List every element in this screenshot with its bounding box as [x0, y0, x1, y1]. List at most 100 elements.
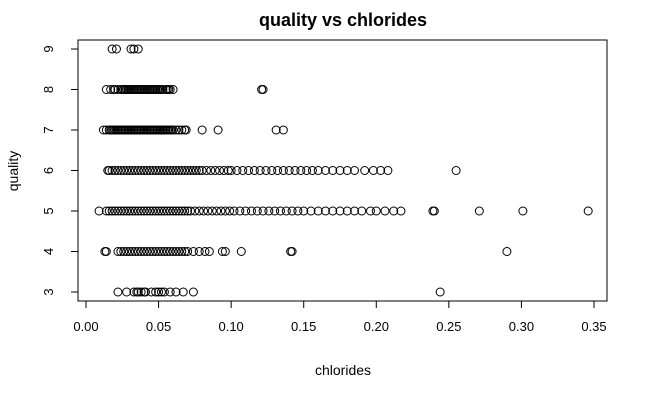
data-point	[113, 247, 123, 256]
data-point	[156, 166, 166, 175]
data-point	[335, 166, 345, 175]
data-point	[342, 206, 352, 216]
data-point	[148, 166, 158, 175]
chart-title: quality vs chlorides	[259, 10, 427, 30]
data-point	[213, 125, 223, 135]
data-point	[223, 166, 233, 175]
data-point	[249, 166, 259, 175]
data-point	[148, 206, 158, 216]
data-point	[357, 206, 367, 216]
data-point	[389, 206, 399, 216]
data-point	[287, 206, 297, 216]
data-point	[113, 287, 123, 297]
data-point	[216, 206, 226, 216]
data-point	[101, 125, 111, 135]
data-point	[171, 166, 181, 175]
data-point	[110, 85, 120, 94]
data-point	[171, 206, 181, 216]
y-tick-label: 6	[41, 167, 56, 174]
data-point	[383, 166, 393, 175]
data-point	[111, 44, 121, 54]
data-point	[133, 287, 143, 297]
data-point	[180, 247, 190, 256]
data-point	[306, 206, 316, 216]
data-point	[145, 247, 155, 256]
data-point	[435, 287, 445, 297]
data-point	[219, 166, 229, 175]
data-point	[217, 247, 227, 256]
data-point	[151, 287, 161, 297]
data-point	[180, 206, 190, 216]
data-point	[275, 206, 285, 216]
data-point	[156, 247, 166, 256]
data-point	[158, 85, 168, 94]
y-tick-label: 9	[41, 45, 56, 52]
data-point	[225, 206, 235, 216]
data-point	[113, 85, 123, 94]
data-point	[130, 166, 140, 175]
data-point	[119, 206, 129, 216]
data-point	[328, 166, 338, 175]
data-point	[151, 206, 161, 216]
data-point	[186, 166, 196, 175]
data-point	[335, 206, 345, 216]
data-point	[258, 85, 268, 94]
data-point	[371, 206, 381, 216]
data-point	[94, 206, 104, 216]
data-point	[113, 166, 123, 175]
y-tick-label: 3	[41, 288, 56, 295]
x-tick-label: 0.35	[581, 319, 606, 334]
data-point	[148, 247, 158, 256]
data-point	[165, 287, 175, 297]
data-point	[104, 166, 114, 175]
data-point	[125, 247, 135, 256]
data-point	[307, 166, 317, 175]
data-point	[183, 206, 193, 216]
data-point	[255, 166, 265, 175]
data-point	[174, 247, 184, 256]
data-point	[186, 206, 196, 216]
data-point	[350, 206, 360, 216]
data-point	[183, 166, 193, 175]
data-point	[271, 125, 281, 135]
data-point	[122, 287, 132, 297]
y-axis: 3 4 5 6 7 8 9	[41, 45, 78, 296]
data-point	[451, 166, 461, 175]
data-point	[139, 206, 149, 216]
data-point	[139, 247, 149, 256]
data-point	[125, 206, 135, 216]
data-point	[165, 85, 175, 94]
data-point	[396, 206, 406, 216]
data-point	[368, 166, 378, 175]
data-point	[151, 166, 161, 175]
data-point	[583, 206, 593, 216]
data-point	[177, 206, 187, 216]
data-point	[136, 166, 146, 175]
data-point	[177, 247, 187, 256]
data-point	[116, 206, 126, 216]
data-point	[183, 247, 193, 256]
data-point	[159, 287, 169, 297]
y-tick-label: 8	[41, 86, 56, 93]
data-point	[136, 287, 146, 297]
data-point	[139, 166, 149, 175]
data-point	[365, 206, 375, 216]
data-point	[168, 166, 178, 175]
data-point	[180, 166, 190, 175]
data-point	[107, 206, 117, 216]
data-point	[151, 247, 161, 256]
data-point	[188, 247, 198, 256]
data-point	[299, 206, 309, 216]
data-point	[125, 166, 135, 175]
data-point	[252, 206, 262, 216]
data-point	[290, 166, 300, 175]
data-point	[136, 206, 146, 216]
data-point	[194, 247, 204, 256]
data-point	[162, 206, 172, 216]
data-point	[116, 166, 126, 175]
data-point	[194, 166, 204, 175]
data-point	[302, 166, 312, 175]
data-point	[130, 247, 140, 256]
data-point	[154, 166, 164, 175]
